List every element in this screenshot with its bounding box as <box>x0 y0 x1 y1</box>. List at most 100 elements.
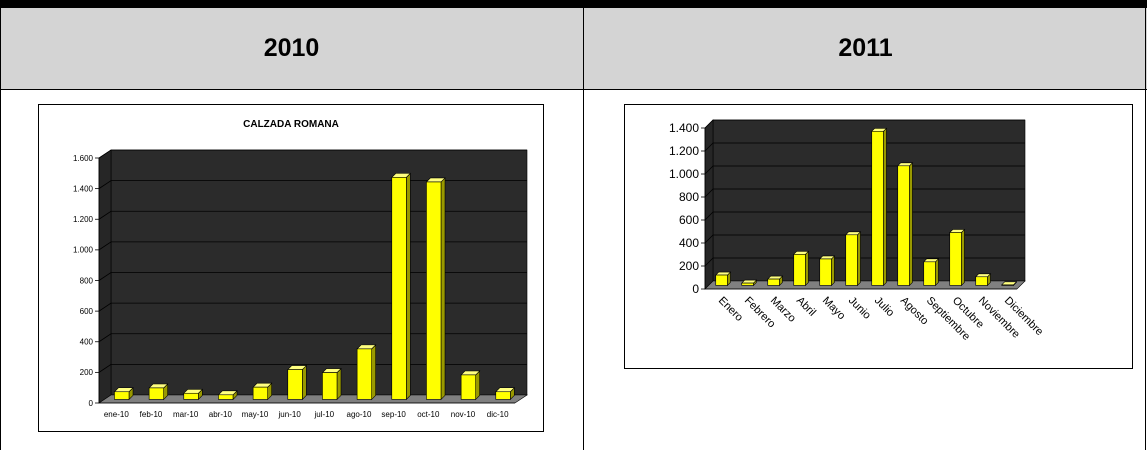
y-tick-label: 800 <box>679 190 699 204</box>
bar-side <box>883 127 887 287</box>
plot-side-wall <box>704 119 714 290</box>
bar <box>183 392 199 400</box>
y-tick-label: 0 <box>692 282 699 296</box>
bar-side <box>857 231 861 287</box>
chart-title: CALZADA ROMANA <box>243 119 339 130</box>
y-tick-label: 200 <box>679 259 699 273</box>
bar <box>923 261 936 286</box>
header-bottom-border <box>0 89 1147 90</box>
gridline <box>98 333 527 343</box>
bar <box>460 374 476 400</box>
gridline <box>704 211 1025 221</box>
gridline <box>98 149 527 159</box>
bar-side <box>961 228 965 287</box>
x-tick-label: Mayo <box>820 295 848 323</box>
x-tick-label: sep-10 <box>381 410 406 419</box>
bar-top <box>1001 281 1018 286</box>
gridline <box>704 188 1025 198</box>
bar-side <box>831 255 835 287</box>
bar <box>356 348 372 400</box>
bar <box>114 391 130 400</box>
chart-2011: 02004006008001.0001.2001.400EneroFebrero… <box>669 119 1045 343</box>
x-tick-label: Agosto <box>898 295 931 328</box>
bar <box>1001 284 1014 286</box>
y-tick-label: 600 <box>679 213 699 227</box>
gridline <box>704 165 1025 175</box>
bar <box>391 177 407 400</box>
x-tick-label: oct-10 <box>417 410 440 419</box>
table-right-border <box>1145 8 1146 450</box>
bar-side <box>336 367 342 401</box>
bar <box>767 278 780 286</box>
bar <box>495 391 511 400</box>
bar-side <box>440 177 446 401</box>
bar-side <box>475 370 480 401</box>
bar-side <box>935 258 939 287</box>
chart-2011-frame: 0 200 400 600 800 1.000 1.200 1.400 Enero Febrero… <box>624 104 1133 369</box>
x-tick-label: feb-10 <box>140 410 163 419</box>
bar <box>426 181 442 400</box>
bar-top <box>819 255 836 260</box>
y-tick-label: 1.400 <box>669 121 699 135</box>
bar-top <box>741 279 758 284</box>
bar <box>793 254 806 286</box>
x-tick-label: Enero <box>716 295 745 324</box>
table-column-divider <box>583 8 584 450</box>
x-tick-label: jun-10 <box>278 410 302 419</box>
bar <box>975 276 988 286</box>
bar <box>715 274 728 286</box>
top-border <box>0 0 1147 8</box>
bar-top <box>871 127 888 132</box>
y-tick-label: 0 <box>89 399 94 408</box>
gridline <box>98 302 527 312</box>
y-tick-label: 1.200 <box>669 144 699 158</box>
x-tick-label: dic-10 <box>487 410 509 419</box>
bar <box>949 232 962 286</box>
bar <box>741 282 754 286</box>
bar <box>871 130 884 286</box>
y-tick-label: 1.000 <box>669 167 699 181</box>
bar-side <box>371 344 376 401</box>
y-tick-label: 1.200 <box>73 215 94 224</box>
bar <box>819 258 832 286</box>
bar <box>252 386 268 400</box>
gridline <box>704 234 1025 244</box>
bar-side <box>406 172 411 401</box>
bar <box>148 387 164 400</box>
gridline <box>98 363 527 373</box>
y-tick-label: 600 <box>80 307 94 316</box>
x-tick-label: Junio <box>846 295 873 322</box>
chart-2010: CALZADA ROMANA 0 200 400 600 800 1.000 1.200 1.4… <box>73 119 528 419</box>
bar-top <box>975 273 992 278</box>
gridline <box>98 241 527 251</box>
y-tick-label: 800 <box>80 276 94 285</box>
bar-top <box>767 275 784 280</box>
bar-top <box>715 271 732 276</box>
x-tick-label: ago-10 <box>347 410 372 419</box>
x-tick-label: mar-10 <box>173 410 199 419</box>
y-tick-label: 400 <box>80 338 94 347</box>
year-header-2010: 2010 <box>0 8 583 89</box>
x-tick-label: jul-10 <box>314 410 335 419</box>
bar <box>287 369 303 400</box>
bar-side <box>302 364 307 401</box>
y-tick-label: 1.400 <box>73 184 94 193</box>
x-tick-label: may-10 <box>242 410 269 419</box>
bar-top <box>845 231 862 236</box>
y-tick-label: 1.600 <box>73 154 94 163</box>
chart-2010-frame: CALZADA ROMANA 0 200 400 600 800 1.000 1.200 1.4… <box>38 104 544 432</box>
y-tick-label: 1.000 <box>73 246 94 255</box>
x-tick-label: Julio <box>872 295 896 319</box>
gridline <box>98 272 527 281</box>
bar <box>897 165 910 286</box>
gridline <box>98 210 527 220</box>
plot-back-wall <box>712 119 1026 282</box>
bar-top <box>949 229 966 233</box>
gridline <box>704 119 1025 129</box>
x-tick-label: ene-10 <box>104 410 129 419</box>
bar <box>845 234 858 286</box>
gridline <box>98 180 527 189</box>
bar <box>322 372 338 400</box>
gridline <box>704 142 1025 152</box>
y-tick-label: 200 <box>80 368 94 377</box>
